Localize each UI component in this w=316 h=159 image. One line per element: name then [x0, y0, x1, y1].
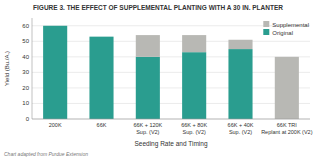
x-tick-label-line: 66K	[97, 122, 107, 128]
y-tick-label: 0	[26, 116, 30, 122]
bar-segment	[89, 36, 113, 37]
bar-segment	[182, 35, 206, 52]
bar-segment	[136, 57, 160, 119]
bar-segment	[136, 35, 160, 57]
x-tick-label-line: Sup. (V2)	[136, 129, 159, 135]
bars	[43, 26, 299, 119]
x-tick-label: 66K TRIReplant at 200K (V2)	[261, 122, 313, 135]
y-tick-label: 50	[22, 38, 29, 44]
grid-line	[32, 41, 310, 42]
y-axis-line	[32, 18, 33, 119]
bar-segment	[43, 25, 67, 26]
x-tick-label: 66K + 80KSup. (V2)	[181, 122, 207, 135]
x-tick-label: 66K + 40KSup. (V2)	[228, 122, 254, 135]
y-tick-label: 60	[22, 23, 29, 29]
y-tick-label: 10	[22, 100, 29, 106]
x-axis-label: Seeding Rate and Timing	[135, 140, 208, 148]
bar-segment	[43, 26, 67, 119]
legend: Supplemental Original	[263, 21, 309, 36]
x-tick-label-line: Sup. (V2)	[229, 129, 252, 135]
x-axis-line	[32, 119, 310, 120]
bar-segment	[228, 40, 252, 49]
grid-line	[32, 56, 310, 57]
x-tick-label-line: 66K + 40K	[228, 122, 254, 128]
x-tick-label-line: Replant at 200K (V2)	[261, 129, 313, 135]
title: FIGURE 3. THE EFFECT OF SUPPLEMENTAL PLA…	[33, 4, 283, 11]
footnote: Chart adapted from Purdue Extension	[4, 151, 88, 157]
x-tick-label-line: 66K TRI	[277, 122, 298, 128]
x-tick-label-line: 200K	[49, 122, 62, 128]
y-axis-label: Yield (Bu./A.)	[4, 51, 10, 86]
grid-line	[32, 72, 310, 73]
y-tick-label: 30	[22, 69, 29, 75]
bar-segment	[182, 52, 206, 119]
x-tick-label: 66K	[97, 122, 107, 128]
x-tick-label-line: Sup. (V2)	[183, 129, 206, 135]
x-tick-label-line: 66K + 80K	[181, 122, 207, 128]
x-tick-label-line: 66K + 120K	[133, 122, 162, 128]
legend-label: Original	[272, 30, 293, 36]
bar-segment	[228, 49, 252, 119]
bar-segment	[89, 37, 113, 119]
chart: FIGURE 3. THE EFFECT OF SUPPLEMENTAL PLA…	[0, 0, 316, 159]
grid-line	[32, 87, 310, 88]
y-tick-label: 40	[22, 54, 29, 60]
grid	[32, 26, 310, 119]
legend-label: Supplemental	[272, 22, 309, 28]
bar-segment	[275, 57, 299, 119]
y-tick-label: 20	[22, 85, 29, 91]
grid-line	[32, 119, 310, 120]
grid-line	[32, 103, 310, 104]
x-tick-label: 200K	[49, 122, 62, 128]
x-tick-label: 66K + 120KSup. (V2)	[133, 122, 162, 135]
legend-swatch	[263, 21, 269, 27]
legend-swatch	[263, 29, 269, 35]
